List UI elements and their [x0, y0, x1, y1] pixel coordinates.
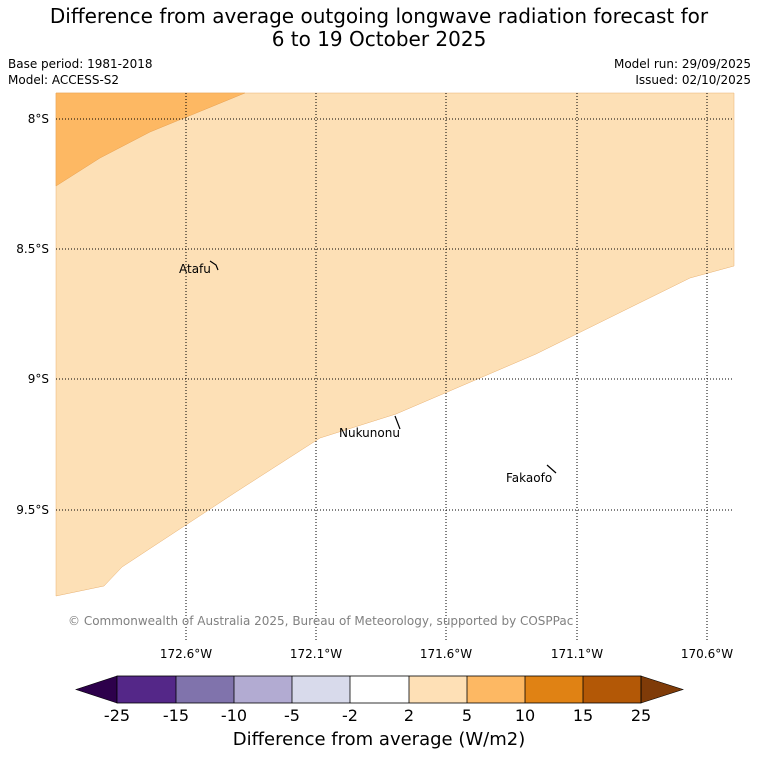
colorbar-under-arrow [75, 675, 118, 704]
issued-date: Issued: 02/10/2025 [635, 73, 751, 87]
model-run: Model run: 29/09/2025 [613, 57, 751, 71]
place-label-nukunonu: Nukunonu [339, 426, 400, 440]
lon-label: 172.6°W [160, 647, 212, 661]
title-line-2: 6 to 19 October 2025 [271, 27, 487, 51]
colorbar-label: Difference from average (W/m2) [232, 729, 526, 750]
colorbar-tick: 5 [462, 706, 472, 725]
colorbar-segment [234, 676, 292, 703]
place-label-fakaofo: Fakaofo [506, 471, 552, 485]
copyright-notice: © Commonwealth of Australia 2025, Bureau… [68, 614, 574, 628]
anomaly-region-2-5 [55, 92, 735, 597]
lon-label: 170.6°W [681, 647, 733, 661]
colorbar-tick: 25 [631, 706, 651, 725]
lon-label: 171.1°W [551, 647, 603, 661]
meta-left: Base period: 1981-2018 Model: ACCESS-S2 [8, 56, 153, 88]
meta-right: Model run: 29/09/2025 Issued: 02/10/2025 [614, 56, 751, 88]
lon-label: 171.6°W [420, 647, 472, 661]
title-line-1: Difference from average outgoing longwav… [49, 4, 709, 28]
map-title: Difference from average outgoing longwav… [0, 5, 758, 51]
colorbar: -25 -15 -10 -5 -2 2 5 10 15 25 [75, 675, 684, 725]
colorbar-tick: -10 [221, 706, 247, 725]
colorbar-tick: -25 [104, 706, 130, 725]
colorbar-over-arrow [640, 675, 684, 704]
lat-label: 8°S [28, 112, 49, 126]
model-name: Model: ACCESS-S2 [8, 73, 120, 87]
colorbar-tick: 10 [515, 706, 535, 725]
atafu-island-shape [209, 260, 219, 271]
anomaly-region-5-10 [55, 92, 246, 187]
place-label-atafu: Atafu [179, 262, 211, 276]
lat-label: 9.5°S [16, 503, 49, 517]
colorbar-tick: -5 [284, 706, 300, 725]
colorbar-outline [116, 675, 642, 704]
colorbar-segment [292, 676, 350, 703]
nukunonu-island-shape [394, 415, 401, 430]
lat-label: 8.5°S [16, 242, 49, 256]
colorbar-segment [467, 676, 525, 703]
colorbar-segment [409, 676, 467, 703]
base-period: Base period: 1981-2018 [8, 57, 153, 71]
lon-label: 172.1°W [290, 647, 342, 661]
colorbar-tick: -15 [163, 706, 189, 725]
colorbar-tick: -2 [342, 706, 358, 725]
colorbar-segment [176, 676, 234, 703]
lat-label: 9°S [28, 372, 49, 386]
colorbar-segment [525, 676, 583, 703]
colorbar-tick: 15 [573, 706, 593, 725]
colorbar-segment [350, 676, 409, 703]
colorbar-segment [117, 676, 176, 703]
fakaofo-island-shape [546, 464, 557, 474]
colorbar-segment [583, 676, 641, 703]
colorbar-tick: 2 [404, 706, 414, 725]
